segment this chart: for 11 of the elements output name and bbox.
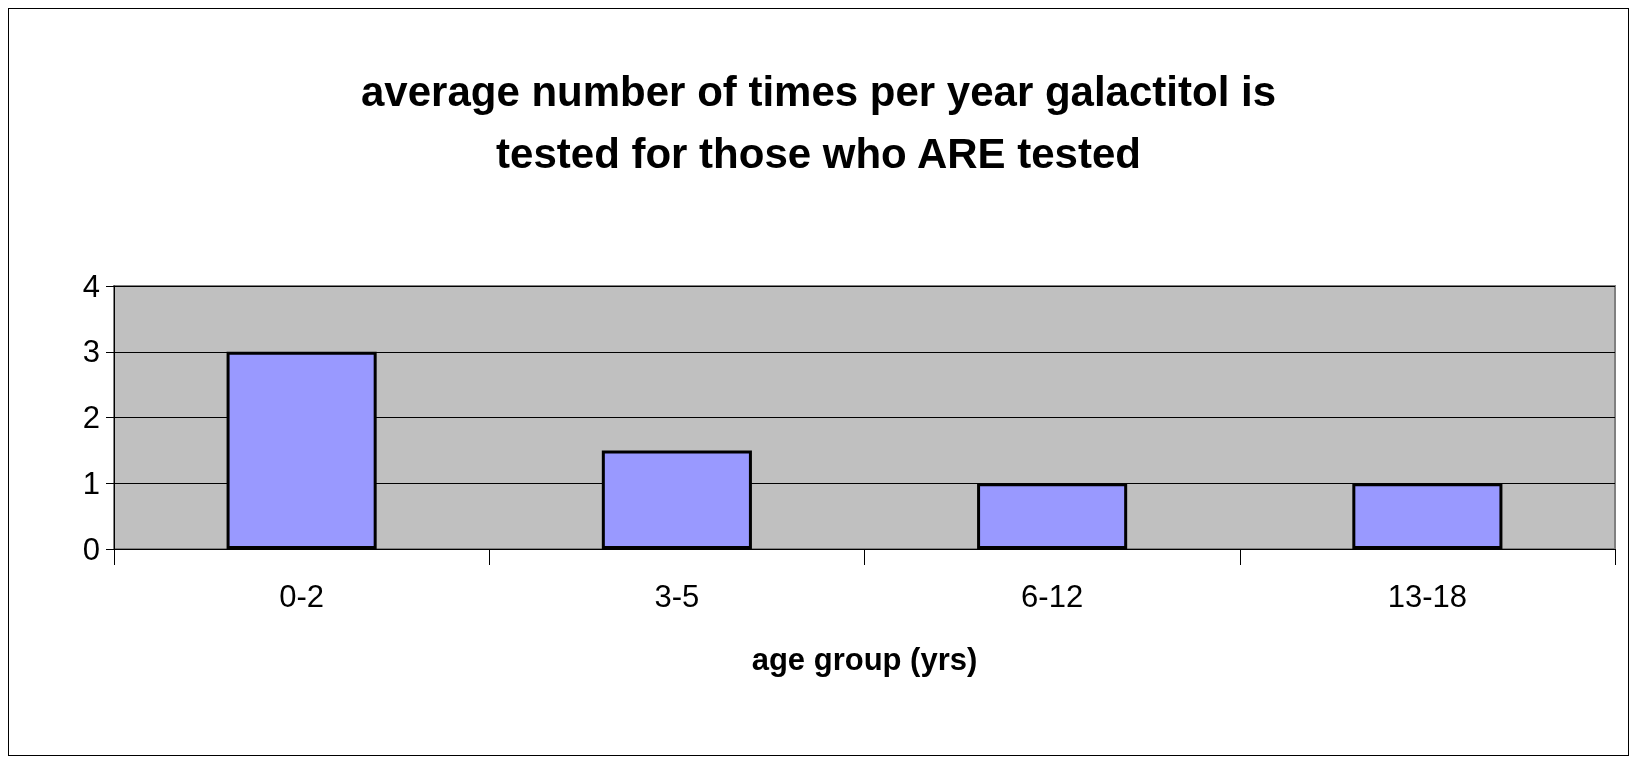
y-tick-label: 1 bbox=[82, 465, 100, 501]
y-tick-label: 4 bbox=[82, 268, 100, 304]
x-tick-label: 3-5 bbox=[654, 579, 700, 614]
chart-title: average number of times per year galactitol is tested for those who ARE tested bbox=[360, 67, 1277, 177]
x-tick-label: 6-12 bbox=[1021, 579, 1084, 614]
y-tick-label: 2 bbox=[82, 400, 100, 435]
y-tick-label: 0 bbox=[82, 531, 100, 567]
x-axis-title: age group (yrs) bbox=[751, 642, 978, 677]
x-tick-label: 13-18 bbox=[1387, 579, 1468, 614]
y-tick-label: 3 bbox=[82, 334, 100, 370]
x-tick-label: 0-2 bbox=[279, 579, 325, 614]
